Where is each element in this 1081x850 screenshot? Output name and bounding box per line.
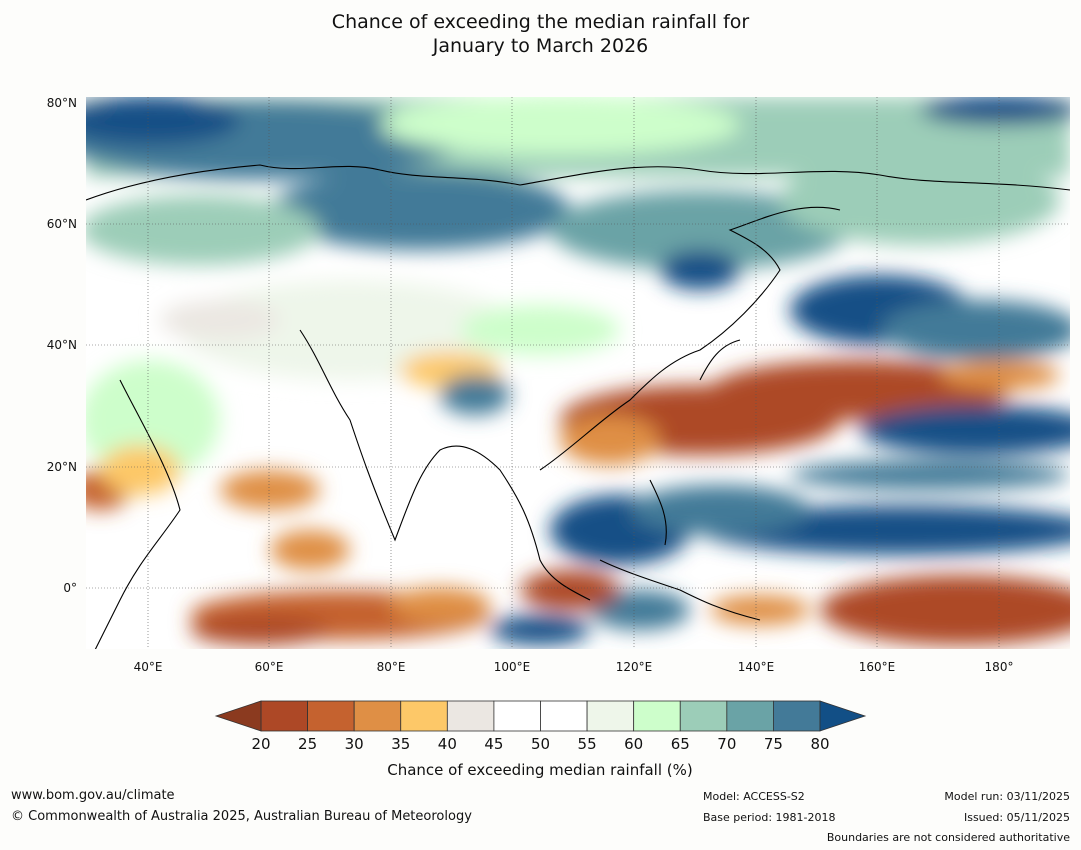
colorbar-tick-label: 25 xyxy=(298,735,317,753)
lon-tick-140E: 140°E xyxy=(738,660,775,674)
colorbar-ticks: 20 25 30 35 40 45 50 55 60 65 70 75 80 xyxy=(251,735,829,753)
lat-tick-20N: 20°N xyxy=(47,460,77,474)
colorbar-tick-label: 30 xyxy=(345,735,364,753)
colorbar-tick-label: 55 xyxy=(578,735,597,753)
lon-tick-120E: 120°E xyxy=(616,660,653,674)
colorbar-tick-label: 40 xyxy=(438,735,457,753)
footer-model-run: Model run: 03/11/2025 xyxy=(944,790,1070,803)
graticule xyxy=(86,97,1070,649)
colorbar-swatch xyxy=(586,700,635,732)
footer-issued: Issued: 05/11/2025 xyxy=(963,811,1070,824)
colorbar-tick-label: 80 xyxy=(810,735,829,753)
lon-tick-160E: 160°E xyxy=(859,660,896,674)
colorbar-tick-label: 70 xyxy=(717,735,736,753)
colorbar-under-arrow xyxy=(214,700,262,732)
colorbar-tick-label: 45 xyxy=(484,735,503,753)
lat-tick-40N: 40°N xyxy=(47,338,77,352)
colorbar-tick-label: 20 xyxy=(251,735,270,753)
lat-tick-60N: 60°N xyxy=(47,217,77,231)
colorbar-tick-label: 65 xyxy=(671,735,690,753)
map-field xyxy=(86,97,1070,649)
colorbar-swatch xyxy=(446,700,495,732)
lon-tick-80E: 80°E xyxy=(377,660,406,674)
footer-model: Model: ACCESS-S2 xyxy=(703,790,805,803)
lat-tick-0: 0° xyxy=(63,581,77,595)
lon-tick-60E: 60°E xyxy=(255,660,284,674)
colorbar-tick-label: 75 xyxy=(764,735,783,753)
colorbar-swatch xyxy=(633,700,681,732)
coastlines xyxy=(86,164,1070,649)
colorbar-tick-label: 60 xyxy=(624,735,643,753)
colorbar-swatches xyxy=(260,700,821,732)
lon-tick-40E: 40°E xyxy=(134,660,163,674)
lon-tick-180: 180° xyxy=(985,660,1014,674)
footer-base-period: Base period: 1981-2018 xyxy=(703,811,836,824)
colorbar-swatch xyxy=(353,700,402,732)
colorbar-over-arrow xyxy=(819,700,867,732)
colorbar-swatch xyxy=(726,700,774,732)
title-line-1: Chance of exceeding the median rainfall … xyxy=(331,11,750,33)
probability-field xyxy=(86,97,1070,645)
footer-disclaimer: Boundaries are not considered authoritat… xyxy=(826,831,1070,844)
lon-tick-100E: 100°E xyxy=(494,660,531,674)
colorbar-tick-label: 35 xyxy=(391,735,410,753)
colorbar-swatch xyxy=(679,700,728,732)
footer-url: www.bom.gov.au/climate xyxy=(11,788,175,803)
lat-tick-80N: 80°N xyxy=(47,96,77,110)
colorbar-swatch xyxy=(493,700,541,732)
colorbar-tick-label: 50 xyxy=(531,735,550,753)
title-line-2: January to March 2026 xyxy=(432,35,649,57)
colorbar-swatch xyxy=(400,700,448,732)
rainfall-map: 80°N 60°N 40°N 20°N 0° 40°E 60°E 80°E 10… xyxy=(47,96,1070,674)
colorbar-swatch xyxy=(260,700,308,732)
chart-title: Chance of exceeding the median rainfall … xyxy=(0,10,1081,58)
colorbar-label: Chance of exceeding median rainfall (%) xyxy=(387,761,692,779)
colorbar-swatch xyxy=(540,700,588,732)
colorbar-swatch xyxy=(773,700,821,732)
colorbar-swatch xyxy=(307,700,355,732)
footer-copyright: © Commonwealth of Australia 2025, Austra… xyxy=(11,809,472,824)
